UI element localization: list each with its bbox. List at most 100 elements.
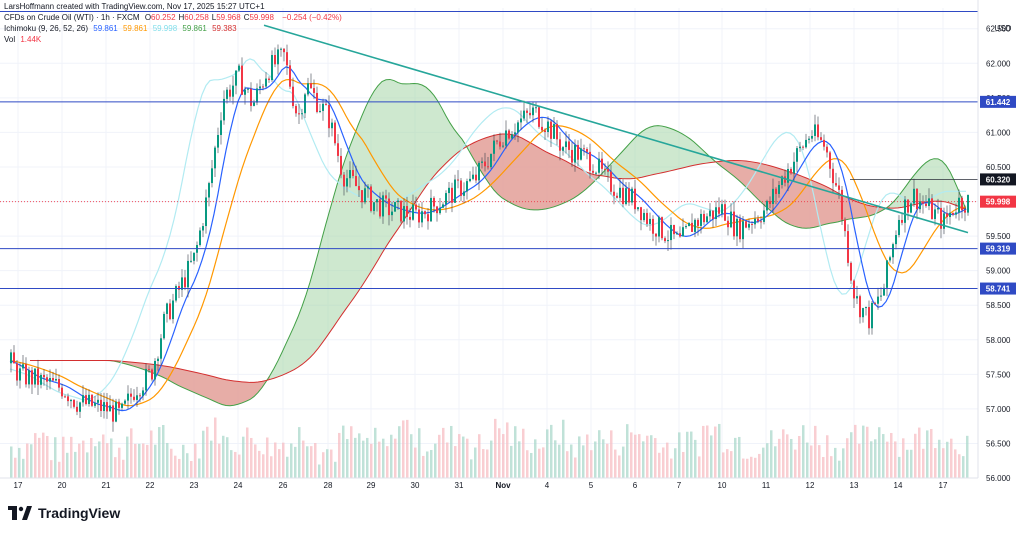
candle-body (817, 124, 819, 138)
volume-bar (758, 453, 761, 478)
candle-body (79, 402, 81, 412)
volume-bar (510, 445, 513, 478)
volume-bar (286, 456, 289, 478)
volume-bar (302, 440, 305, 478)
volume-bar (518, 441, 521, 478)
volume-bar (578, 436, 581, 478)
symbol-label[interactable]: CFDs on Crude Oil (WTI) · 1h · FXCM (4, 13, 140, 22)
candle-body (709, 210, 711, 217)
candle-body (262, 86, 264, 88)
horizontal-levels[interactable] (0, 10, 978, 290)
volume-bar (934, 448, 937, 478)
tradingview-logo[interactable]: TradingView (8, 503, 120, 523)
volume-bar (818, 445, 821, 478)
candle-body (247, 88, 249, 90)
cloud-bear-segment (190, 371, 194, 393)
volume-bar (278, 449, 281, 478)
candles (10, 44, 969, 432)
volume-bar (878, 427, 881, 478)
legend-ichimoku: Ichimoku (9, 26, 52, 26) 59.861 59.861 5… (4, 24, 240, 34)
volume-bar (182, 444, 185, 478)
volume-bar (334, 461, 337, 478)
volume-bar (230, 450, 233, 478)
volume-bar (282, 442, 285, 478)
volume-bar (950, 438, 953, 478)
candle-body (952, 212, 954, 215)
volume-bar (630, 432, 633, 478)
candle-body (856, 296, 858, 299)
candle-body (583, 148, 585, 150)
time-tick-label: 6 (633, 481, 638, 490)
volume-bar (966, 435, 969, 478)
candle-body (625, 188, 627, 205)
price-axis[interactable]: USD 56.000 56.500 57.000 57.500 58.000 58.500 5… (977, 0, 1016, 483)
candle-body (796, 148, 798, 162)
candle-body (103, 402, 105, 412)
candle-body (445, 193, 447, 205)
candle-body (649, 218, 651, 224)
candle-body (244, 89, 246, 95)
volume-bar (762, 447, 765, 478)
cloud-bear-segment (786, 170, 790, 225)
candle-body (526, 110, 528, 113)
volume-bar (666, 442, 669, 478)
volume-bar (298, 427, 301, 478)
cloud-bear-segment (570, 163, 574, 201)
candle-body (130, 393, 132, 397)
candle-body (763, 210, 765, 222)
volume-bar (58, 461, 61, 478)
candle-body (766, 201, 768, 211)
price-label-level: 61.442 (986, 98, 1011, 107)
ohlc-key-o: O (144, 13, 152, 22)
candle-body (850, 262, 852, 281)
candle-body (505, 130, 507, 146)
ichimoku-label[interactable]: Ichimoku (9, 26, 52, 26) (4, 24, 89, 33)
volume-bar (322, 452, 325, 478)
candle-body (280, 48, 282, 50)
trendline[interactable] (263, 24, 969, 234)
volume-bar (238, 454, 241, 478)
candle-body (268, 78, 270, 81)
candle-body (586, 149, 588, 152)
cloud-bear-segment (762, 163, 766, 207)
cloud-bear-segment (566, 161, 570, 203)
volume-bar (866, 426, 869, 478)
candle-body (556, 123, 558, 140)
volume-bar (78, 443, 81, 478)
cloud-bear-segment (214, 376, 218, 403)
volume-bar (26, 443, 29, 478)
cloud-bear-segment (546, 151, 550, 209)
volume-bar (138, 443, 141, 478)
volume-bar (122, 459, 125, 478)
cloud-bear-segment (202, 373, 206, 398)
volume-bar (198, 458, 201, 478)
cloud-bear-segment (162, 365, 166, 379)
conversion-line (9, 66, 967, 412)
candle-body (943, 213, 945, 229)
candle-body (823, 139, 825, 147)
candle-body (592, 170, 594, 173)
volume-bar (926, 430, 929, 478)
price-label-bg (980, 282, 1016, 295)
candle-body (352, 170, 354, 176)
candle-body (337, 143, 339, 156)
volume-bar (482, 449, 485, 478)
candle-body (559, 139, 561, 151)
volume-bar (114, 457, 117, 478)
time-axis[interactable]: 17 20 21 22 23 24 26 28 29 30 31 Nov 4 5 6 7 10 11 12 13 14 1… (0, 477, 978, 490)
candle-body (13, 352, 15, 364)
candle-body (265, 78, 267, 87)
volume-label[interactable]: Vol (4, 35, 16, 44)
volume-bar (726, 449, 729, 478)
currency-label: USD (995, 24, 1012, 33)
volume-bar (258, 450, 261, 478)
candle-body (883, 287, 885, 296)
volume-bar (862, 425, 865, 478)
volume-bar (886, 441, 889, 478)
volume-bar (150, 430, 153, 478)
candle-body (577, 144, 579, 160)
candle-body (706, 216, 708, 223)
candle-body (775, 188, 777, 194)
